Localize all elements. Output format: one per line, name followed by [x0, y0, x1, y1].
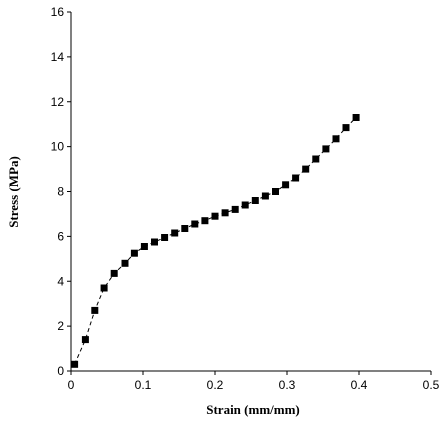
- data-point: [342, 124, 350, 132]
- data-point: [161, 234, 169, 241]
- x-tick-label: 0.2: [207, 378, 224, 392]
- data-point: [322, 145, 330, 153]
- y-tick-label: 14: [51, 50, 65, 64]
- plot-area: 0 0.1 0.2 0.3 0.4 0.5 0 2 4 6 8 10 12 14 16: [51, 5, 440, 392]
- data-point: [352, 114, 360, 121]
- x-tick-label: 0.4: [351, 378, 368, 392]
- data-point: [201, 217, 209, 225]
- data-point: [191, 220, 199, 228]
- data-point: [130, 249, 138, 257]
- data-point: [302, 165, 310, 173]
- x-axis-title: Strain (mm/mm): [206, 402, 300, 417]
- series-dashed-line: [74, 112, 362, 365]
- y-tick-label: 10: [51, 140, 65, 154]
- y-ticks: 0 2 4 6 8 10 12 14 16: [51, 5, 71, 378]
- data-point: [272, 188, 279, 195]
- data-point: [71, 360, 79, 368]
- y-tick-label: 0: [57, 364, 64, 378]
- data-point: [282, 181, 290, 189]
- y-tick-label: 2: [57, 319, 64, 333]
- y-tick-label: 6: [57, 229, 64, 243]
- x-ticks: 0 0.1 0.2 0.3 0.4 0.5: [68, 371, 440, 392]
- data-point: [121, 259, 129, 267]
- data-point: [221, 209, 229, 217]
- y-tick-label: 16: [51, 5, 65, 19]
- data-point: [231, 205, 239, 213]
- y-tick-label: 12: [51, 95, 65, 109]
- data-points: [71, 114, 360, 368]
- data-point: [100, 284, 108, 292]
- y-axis-title: Stress (MPa): [6, 156, 21, 228]
- data-point: [211, 212, 219, 220]
- x-tick-label: 0.5: [423, 378, 440, 392]
- y-tick-label: 4: [57, 274, 64, 288]
- x-tick-label: 0: [68, 378, 75, 392]
- data-point: [292, 174, 300, 182]
- data-point: [140, 243, 148, 250]
- data-point: [241, 201, 249, 209]
- data-point: [312, 155, 320, 163]
- data-point: [151, 238, 158, 246]
- data-point: [261, 192, 269, 200]
- data-point: [332, 135, 340, 143]
- x-tick-label: 0.1: [135, 378, 152, 392]
- y-tick-label: 8: [57, 185, 64, 199]
- data-point: [110, 269, 118, 277]
- data-point: [91, 306, 99, 314]
- data-point: [251, 197, 259, 204]
- data-point: [171, 229, 179, 237]
- x-tick-label: 0.3: [279, 378, 296, 392]
- data-point: [81, 336, 89, 344]
- data-point: [181, 225, 189, 232]
